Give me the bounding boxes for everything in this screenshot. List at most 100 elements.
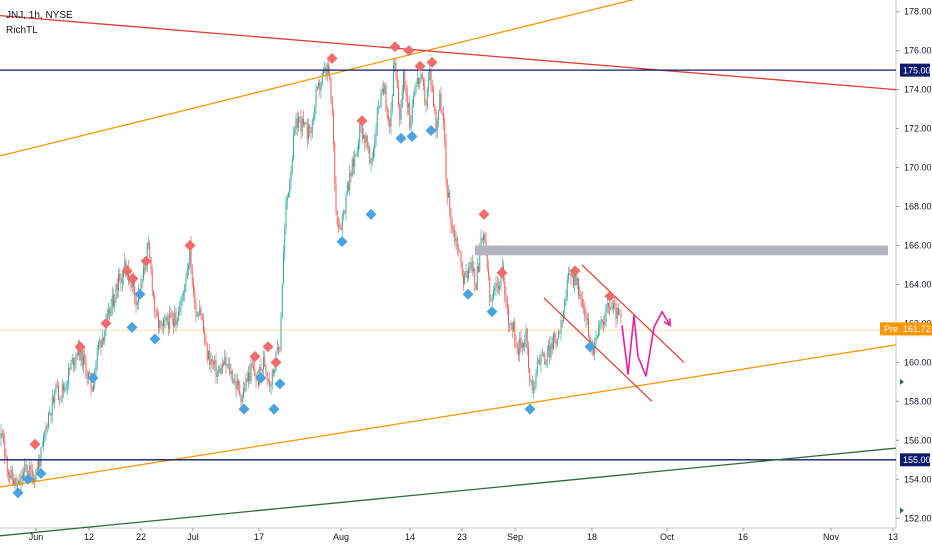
candle: [213, 359, 214, 371]
resistance-zone[interactable]: [475, 245, 888, 256]
red-trendline[interactable]: [0, 14, 897, 91]
candle: [45, 421, 47, 441]
candle: [585, 307, 587, 328]
candle: [443, 105, 444, 131]
candle: [260, 358, 262, 374]
candle: [465, 264, 467, 278]
price-tick-label: 172.00: [904, 124, 932, 134]
price-tick-label: 176.00: [904, 46, 932, 56]
candle: [298, 112, 299, 132]
candle: [24, 458, 26, 480]
candle: [70, 360, 72, 371]
candle: [604, 313, 606, 328]
candle: [376, 105, 378, 136]
candle: [473, 260, 474, 274]
candle: [214, 355, 216, 372]
candle: [358, 138, 359, 158]
candle: [316, 86, 318, 92]
candle: [156, 307, 158, 318]
candle: [565, 289, 567, 306]
candle: [101, 329, 103, 348]
candle: [365, 131, 367, 149]
candle: [350, 169, 352, 183]
candle: [528, 341, 529, 373]
candle: [114, 294, 116, 312]
candle: [286, 193, 288, 210]
candle: [338, 216, 339, 234]
channel-lower-line[interactable]: [543, 297, 653, 402]
pivot-high-marker: [326, 52, 338, 64]
time-tick-label: Jul: [187, 532, 199, 542]
candle: [83, 349, 84, 375]
candle: [108, 302, 109, 320]
candle: [521, 340, 523, 355]
candle: [451, 217, 453, 234]
candle: [283, 245, 284, 285]
symbol-label[interactable]: JNJ, 1h, NYSE: [6, 10, 73, 21]
candle: [13, 473, 14, 487]
candle: [458, 243, 459, 257]
candle: [449, 188, 451, 219]
candle: [211, 355, 213, 369]
orange-upper-trendline[interactable]: [0, 0, 932, 157]
candle: [619, 308, 621, 316]
candle: [188, 262, 189, 276]
indicator-label[interactable]: RichTL: [6, 25, 38, 36]
time-tick-label: 18: [587, 532, 597, 542]
candle: [429, 63, 431, 81]
price-tick-label: 160.00: [904, 357, 932, 367]
candle: [303, 110, 304, 128]
candle: [499, 281, 501, 296]
candle: [96, 344, 98, 371]
scroll-marker-icon[interactable]: [900, 507, 904, 514]
candle: [89, 368, 91, 376]
pivot-low-marker: [149, 333, 161, 345]
candle: [496, 275, 498, 293]
candle: [159, 320, 161, 333]
candle: [271, 368, 273, 391]
candle: [171, 310, 173, 325]
candle: [141, 278, 143, 289]
candle: [243, 381, 244, 400]
candle: [121, 271, 123, 292]
price-tick-label: 166.00: [904, 240, 932, 250]
candle: [53, 394, 54, 405]
candle: [345, 191, 347, 222]
candle: [308, 118, 309, 144]
time-tick-label: Oct: [660, 532, 675, 542]
candle: [35, 468, 37, 482]
candle: [266, 371, 268, 386]
candle: [385, 82, 387, 113]
candle: [396, 69, 398, 89]
candle: [611, 300, 613, 311]
candle: [203, 313, 204, 335]
candle: [51, 389, 53, 423]
pivot-low-marker: [462, 288, 474, 300]
scroll-marker-icon[interactable]: [900, 378, 904, 385]
candle: [20, 470, 22, 493]
pivot-high-marker: [29, 438, 41, 450]
candle: [420, 71, 422, 83]
candle: [299, 116, 301, 123]
candle: [148, 235, 149, 250]
candle: [403, 70, 404, 100]
candle: [491, 294, 493, 306]
candle: [240, 393, 242, 407]
projection-path[interactable]: [621, 310, 671, 377]
candle: [618, 302, 619, 316]
pivot-low-marker: [524, 403, 536, 415]
pivot-high-marker: [426, 56, 438, 68]
candle: [268, 378, 269, 384]
pivot-low-marker: [126, 321, 138, 333]
candle: [386, 105, 388, 121]
green-trendline[interactable]: [0, 447, 897, 537]
candle: [25, 460, 27, 472]
channel-upper-line[interactable]: [581, 264, 685, 363]
candle: [456, 235, 458, 255]
candle: [388, 108, 389, 127]
candle: [524, 333, 526, 353]
orange-lower-trendline[interactable]: [0, 344, 897, 488]
time-tick-label: Sep: [507, 532, 523, 542]
candle: [609, 301, 611, 317]
